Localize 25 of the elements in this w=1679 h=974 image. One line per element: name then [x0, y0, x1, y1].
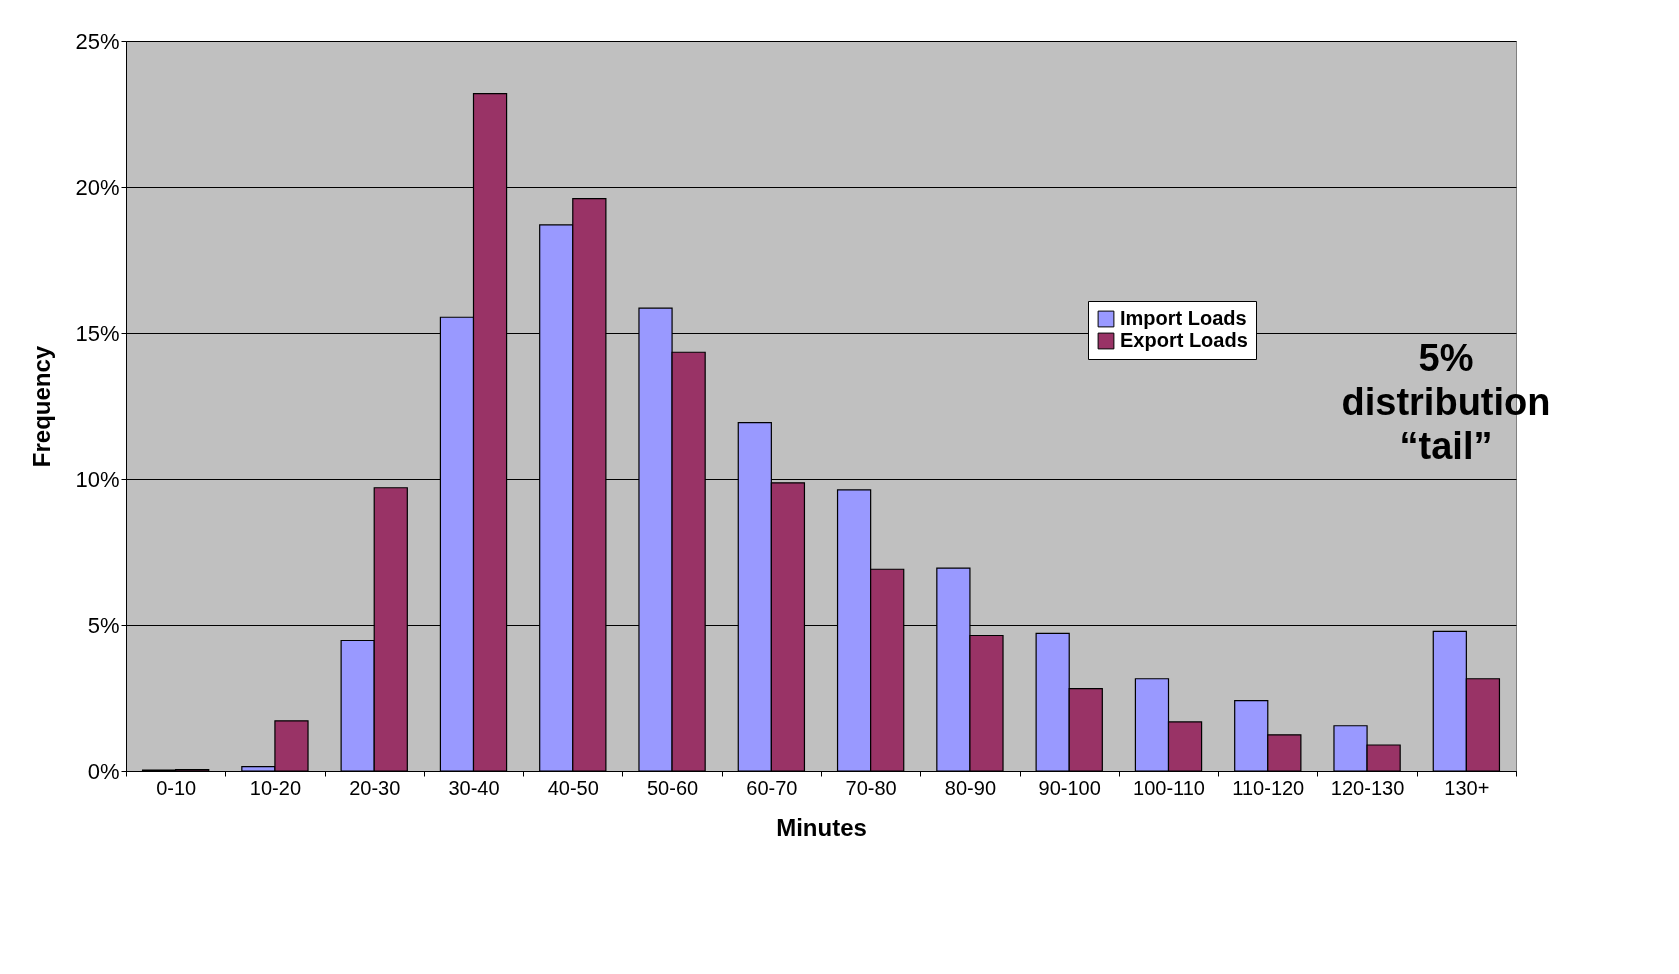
x-tick-label: 80-90	[944, 776, 997, 799]
x-tick-label: 40-50	[547, 776, 599, 799]
x-tick-label: 100-110	[1133, 776, 1205, 799]
legend-label: Import Loads	[1120, 307, 1247, 329]
y-tick-label: 25%	[75, 28, 120, 54]
x-tick-label: 30-40	[448, 776, 500, 799]
y-tick-label: 10%	[75, 466, 120, 492]
x-tick-label: 0-10	[156, 776, 197, 799]
x-tick-label: 90-100	[1038, 776, 1101, 799]
y-tick-label: 5%	[87, 612, 120, 638]
y-tick-label: 20%	[75, 174, 120, 200]
x-tick-label: 110-120	[1232, 776, 1305, 799]
x-tick-label: 50-60	[646, 776, 699, 799]
x-tick-label: 120-130	[1330, 776, 1405, 799]
y-tick-label: 15%	[75, 320, 120, 346]
annotation: 5% distribution “tail”	[1341, 337, 1551, 467]
legend-label: Export Loads	[1120, 329, 1248, 351]
x-tick-label: 60-70	[746, 776, 798, 799]
y-tick-label: 0%	[87, 758, 120, 784]
x-tick-label: 20-30	[349, 776, 401, 799]
x-tick-label: 70-80	[845, 776, 897, 799]
x-tick-label: 130+	[1444, 776, 1490, 799]
y-axis-title: Frequency	[28, 345, 56, 468]
x-tick-label: 10-20	[249, 776, 302, 799]
x-axis-title: Minutes	[776, 813, 867, 841]
